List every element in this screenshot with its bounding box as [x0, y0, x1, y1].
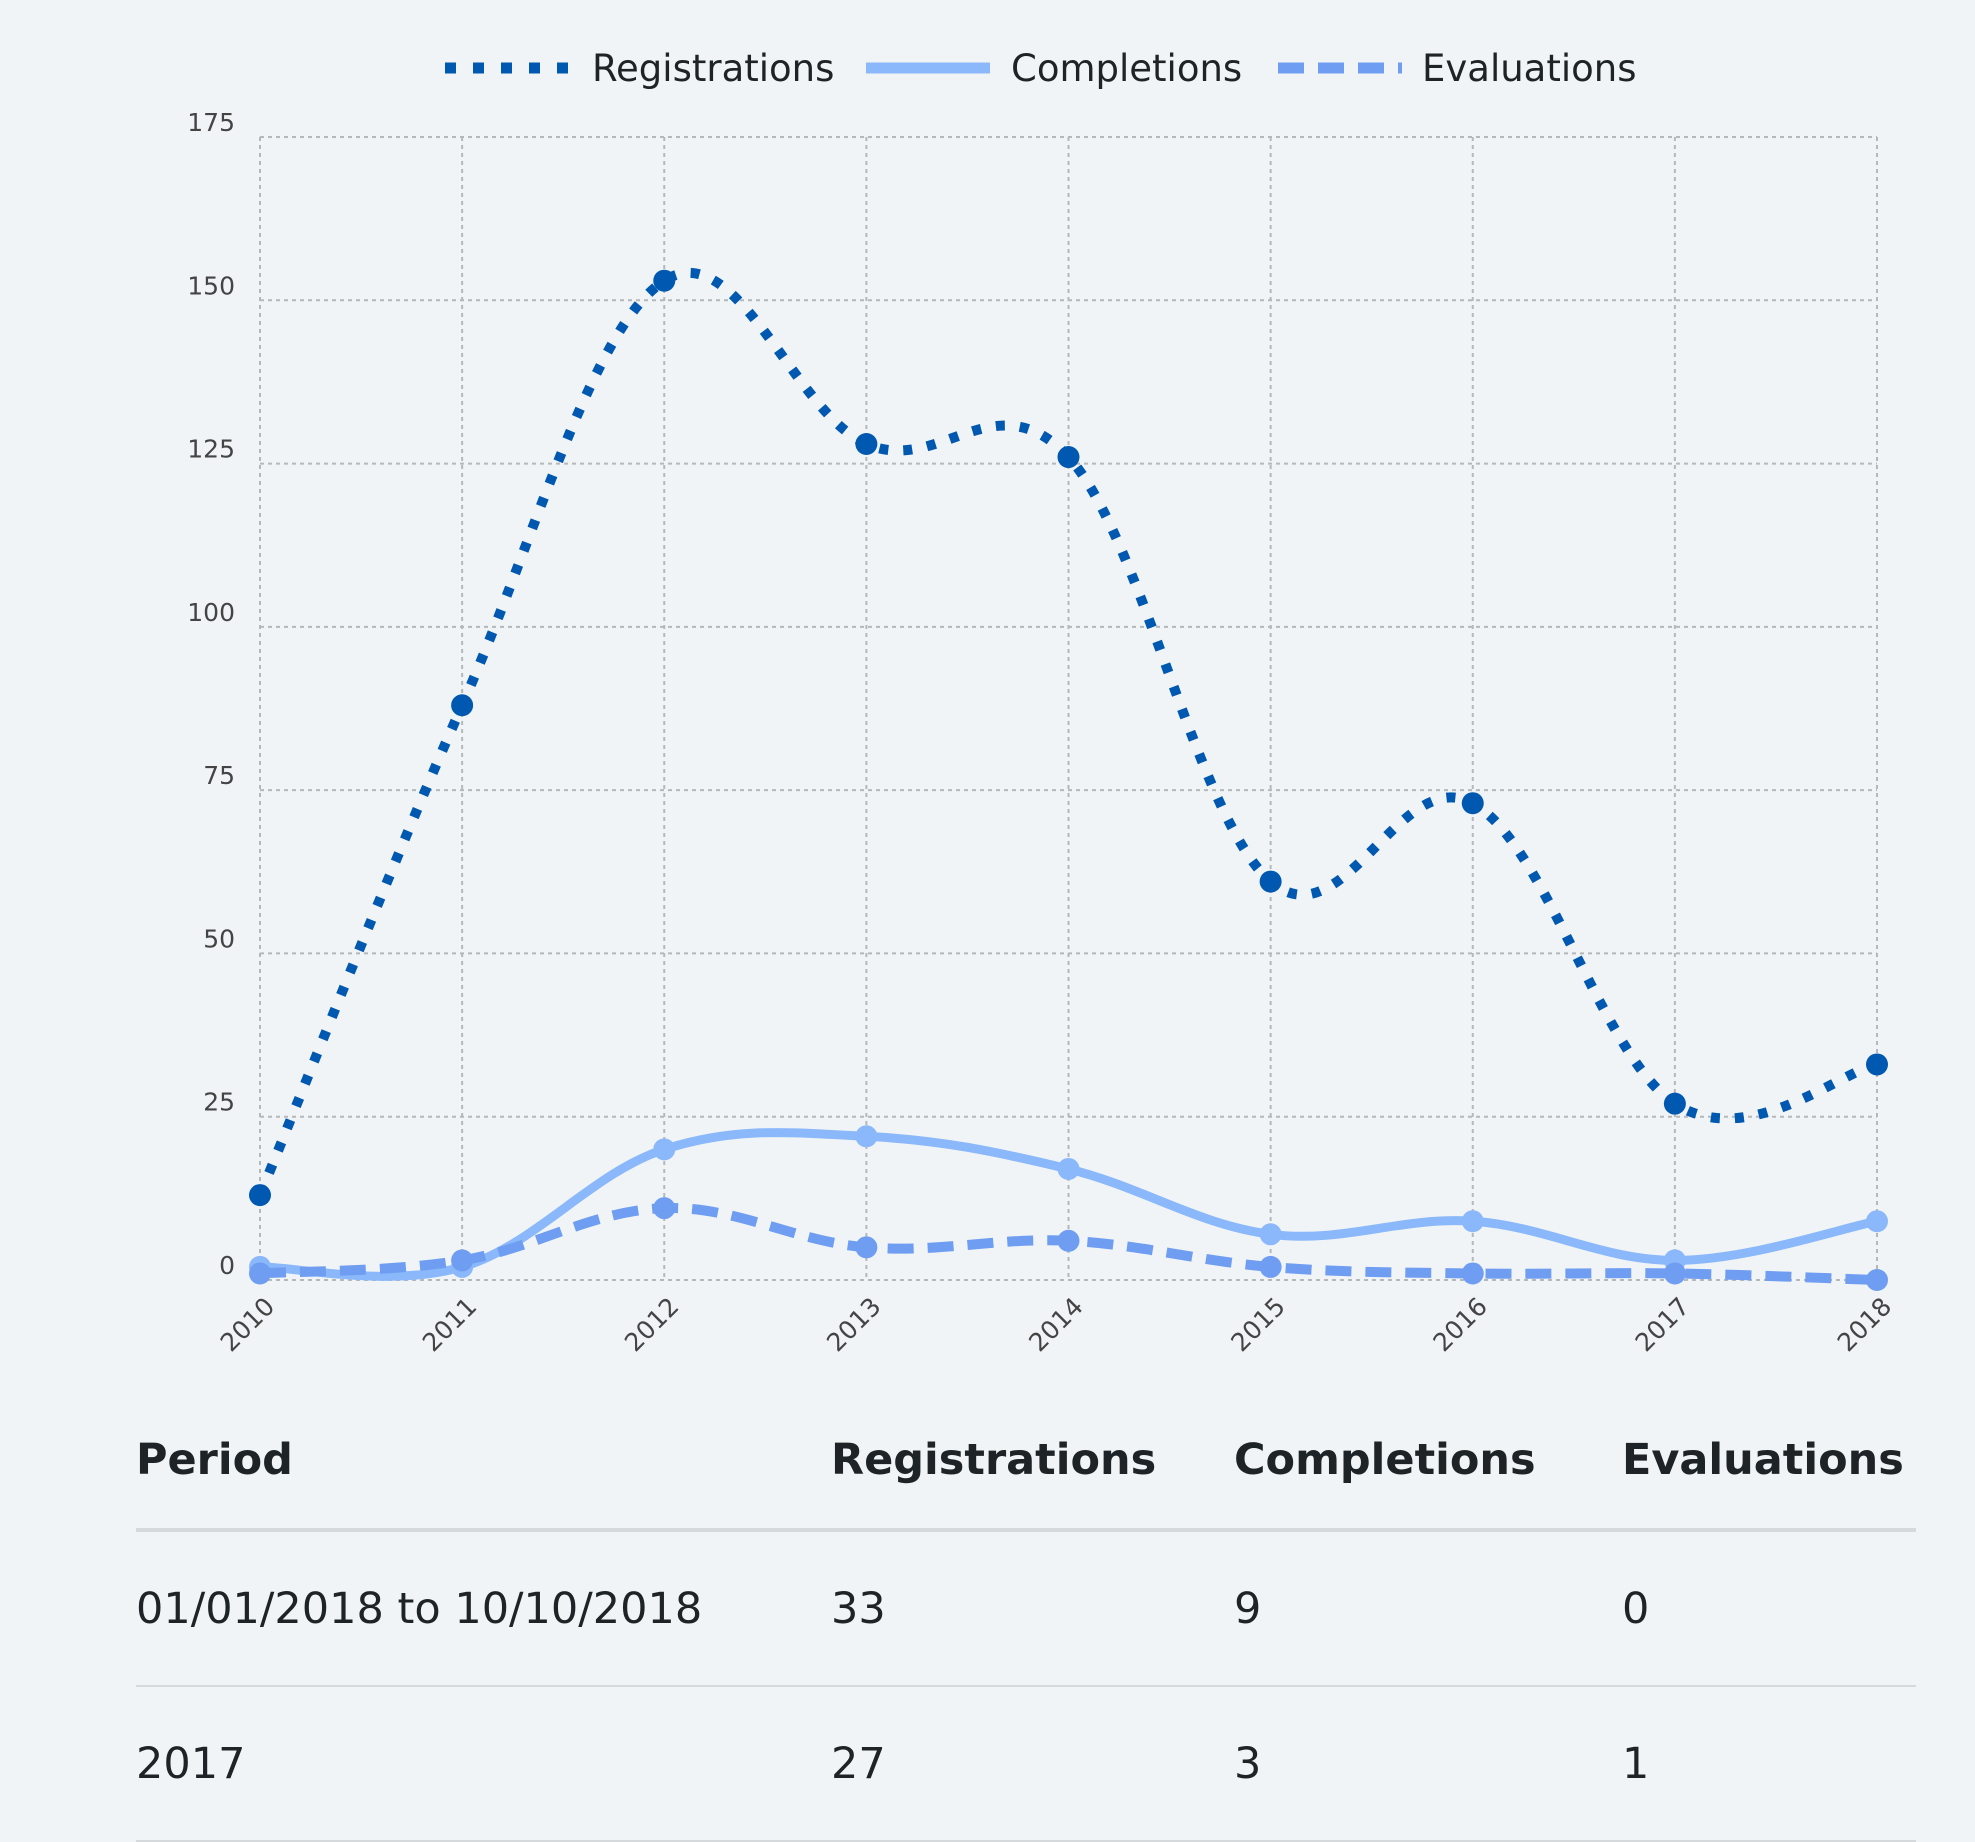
legend: Registrations Completions Evaluations	[445, 47, 1637, 90]
legend-label-registrations: Registrations	[592, 47, 834, 90]
data-point-registrations	[249, 1184, 271, 1207]
y-tick-label: 125	[187, 435, 235, 464]
series-lines	[249, 267, 1888, 1291]
data-point-evaluations	[653, 1197, 676, 1220]
x-tick-label: 2017	[1630, 1292, 1695, 1357]
grid	[259, 136, 1878, 1281]
data-point-completions	[1057, 1157, 1080, 1180]
data-point-evaluations	[1663, 1262, 1686, 1285]
cell-registrations: 33	[831, 1530, 1234, 1687]
data-point-completions	[855, 1125, 878, 1148]
x-tick-label: 2011	[417, 1292, 482, 1357]
data-point-evaluations	[1866, 1269, 1888, 1291]
x-tick-label: 2016	[1427, 1292, 1492, 1357]
data-point-registrations	[451, 694, 474, 717]
y-tick-label: 0	[219, 1251, 235, 1280]
data-point-registrations	[653, 269, 676, 292]
x-tick-label: 2013	[821, 1292, 886, 1357]
data-point-registrations	[1057, 446, 1080, 469]
header-period: Period	[136, 1430, 831, 1532]
data-point-evaluations	[1259, 1255, 1282, 1278]
cell-evaluations: 0	[1622, 1530, 1916, 1687]
x-axis-ticks: 2010 2011 2012 2013 2014 2015 2016 2017 2018	[215, 1292, 1897, 1357]
data-point-evaluations	[1461, 1262, 1484, 1285]
cell-period: 01/01/2018 to 10/10/2018	[136, 1530, 831, 1687]
data-point-completions	[653, 1138, 676, 1161]
data-point-registrations	[855, 432, 878, 455]
data-table: Period Registrations Completions Evaluat…	[136, 1430, 1916, 1842]
data-point-completions	[1259, 1223, 1282, 1246]
x-tick-label: 2015	[1225, 1292, 1290, 1357]
y-tick-label: 150	[187, 271, 235, 300]
cell-evaluations: 1	[1622, 1686, 1916, 1842]
x-tick-label: 2018	[1832, 1292, 1897, 1357]
data-point-registrations	[1461, 792, 1484, 815]
data-point-registrations	[1663, 1092, 1686, 1115]
data-point-registrations	[1259, 870, 1282, 893]
y-tick-label: 100	[187, 598, 235, 627]
table-row: 01/01/2018 to 10/10/2018 33 9 0	[136, 1530, 1916, 1687]
data-point-registrations	[1866, 1053, 1888, 1076]
data-point-evaluations	[451, 1249, 474, 1272]
x-tick-label: 2014	[1023, 1292, 1088, 1357]
data-point-completions	[1461, 1210, 1484, 1233]
table-header-row: Period Registrations Completions Evaluat…	[136, 1430, 1916, 1532]
table-row: 2017 27 3 1	[136, 1686, 1916, 1842]
header-completions: Completions	[1234, 1430, 1622, 1532]
header-registrations: Registrations	[831, 1430, 1234, 1532]
cell-completions: 9	[1234, 1530, 1622, 1687]
data-point-evaluations	[855, 1236, 878, 1259]
cell-period: 2017	[136, 1686, 831, 1842]
header-evaluations: Evaluations	[1622, 1430, 1916, 1532]
y-axis-ticks: 0 25 50 75 100 125 150 175	[187, 108, 235, 1280]
legend-label-completions: Completions	[1011, 47, 1242, 90]
y-tick-label: 175	[187, 108, 235, 137]
legend-label-evaluations: Evaluations	[1422, 47, 1637, 90]
cell-completions: 3	[1234, 1686, 1622, 1842]
cell-registrations: 27	[831, 1686, 1234, 1842]
data-point-evaluations	[1057, 1229, 1080, 1252]
data-point-completions	[1866, 1210, 1888, 1233]
y-tick-label: 50	[203, 924, 235, 953]
data-point-evaluations	[249, 1262, 271, 1285]
x-tick-label: 2010	[215, 1292, 280, 1357]
y-tick-label: 75	[203, 761, 235, 790]
x-tick-label: 2012	[619, 1292, 684, 1357]
y-tick-label: 25	[203, 1088, 235, 1117]
line-chart: 0 25 50 75 100 125 150 175 2010 2011 2012 2013 2014…	[187, 47, 1897, 1357]
